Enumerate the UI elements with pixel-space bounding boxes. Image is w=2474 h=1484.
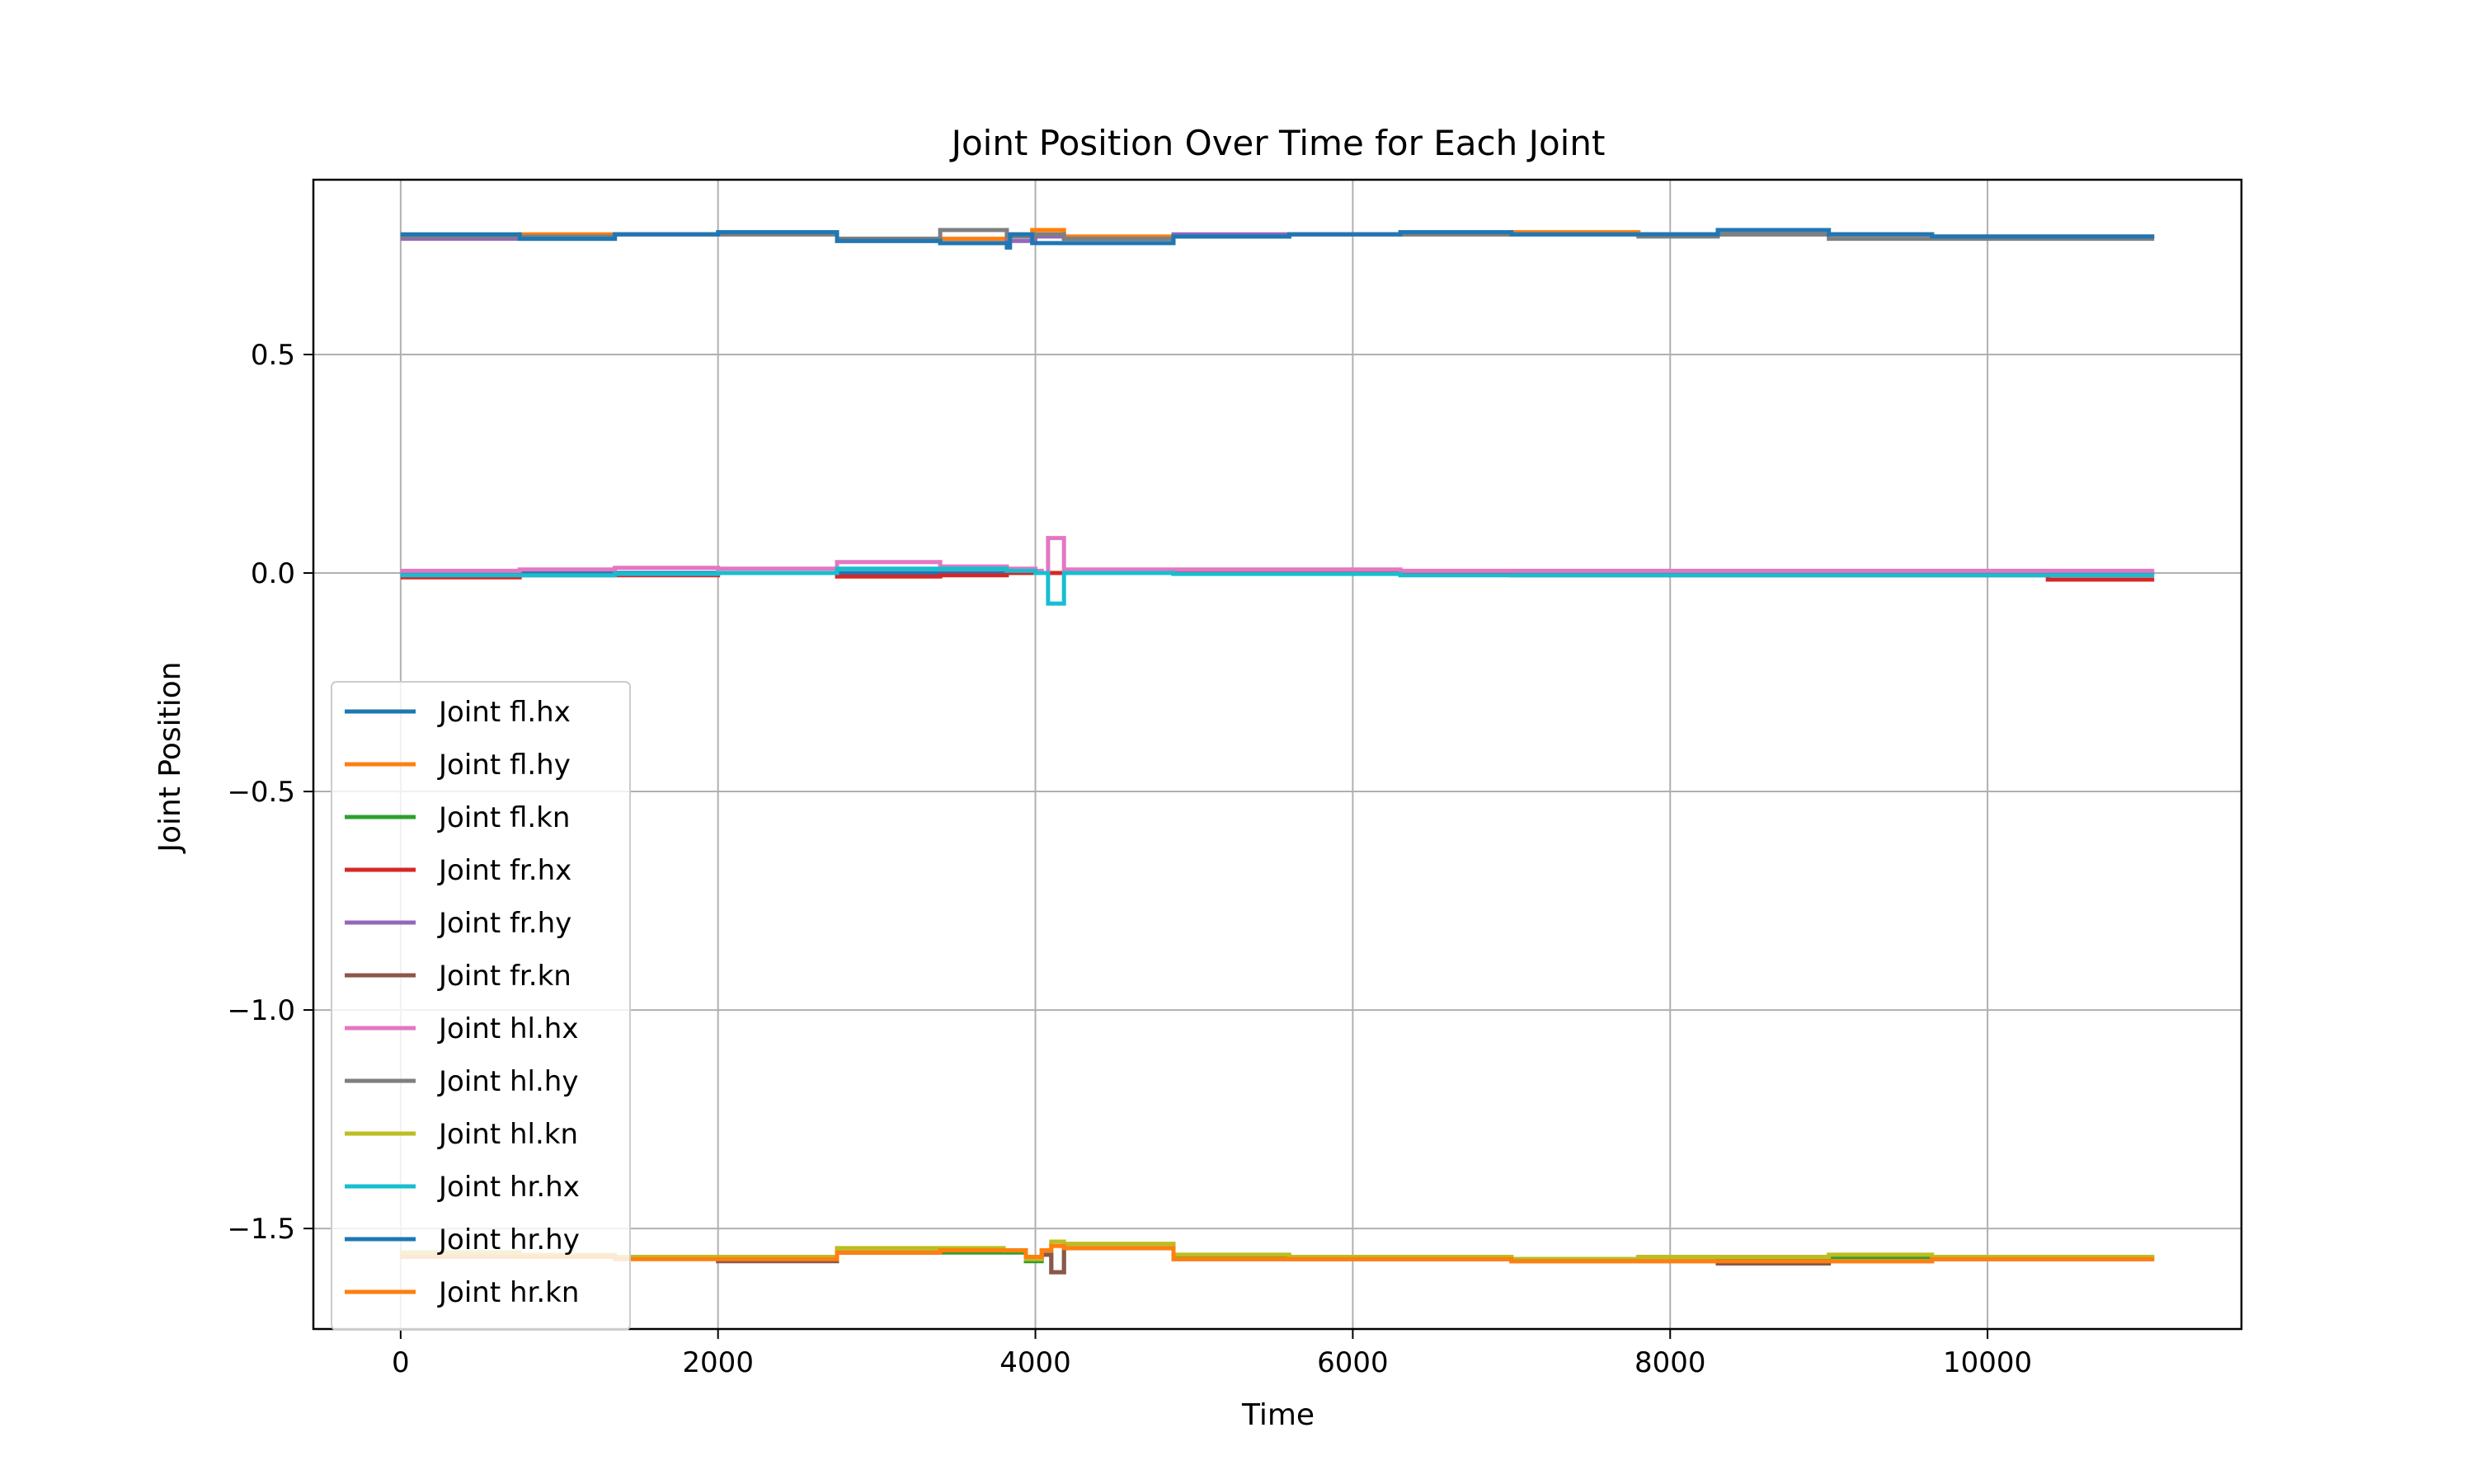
series-line-9 [400, 566, 2155, 606]
legend-label: Joint fl.hx [437, 696, 571, 729]
x-tick-label: 0 [392, 1346, 410, 1379]
y-tick-label: −0.5 [227, 776, 295, 809]
legend-label: Joint fl.kn [437, 801, 570, 834]
chart-title: Joint Position Over Time for Each Joint [949, 123, 1606, 163]
y-tick-label: −1.5 [227, 1213, 295, 1246]
y-axis-title: Joint Position [153, 661, 187, 853]
x-tick-label: 8000 [1634, 1346, 1706, 1379]
x-tick-label: 2000 [682, 1346, 754, 1379]
legend-label: Joint hr.kn [437, 1276, 579, 1309]
y-tick-label: −1.0 [227, 994, 295, 1027]
series-line-11 [400, 1243, 2155, 1264]
y-axis-ticks: 0.5 0.0 −0.5 −1.0 −1.5 [227, 339, 313, 1246]
legend-label: Joint fr.kn [437, 960, 571, 993]
legend-label: Joint hl.hx [437, 1012, 578, 1045]
x-axis-title: Time [1241, 1398, 1315, 1432]
legend-label: Joint fl.hy [437, 749, 571, 782]
legend-label: Joint fr.hx [437, 854, 571, 887]
legend: Joint fl.hx Joint fl.hy Joint fl.kn Joint f… [331, 681, 631, 1331]
plot-area-frame [312, 178, 2243, 1331]
x-tick-label: 6000 [1317, 1346, 1389, 1379]
x-axis-ticks: 0 2000 4000 6000 8000 10000 [392, 1329, 2032, 1379]
legend-label: Joint fr.hy [437, 907, 571, 940]
series-line-6 [400, 536, 2155, 575]
legend-label: Joint hl.hy [437, 1065, 578, 1098]
legend-label: Joint hr.hy [437, 1223, 580, 1256]
series-lines [400, 228, 2155, 1275]
legend-label: Joint hr.hx [437, 1171, 580, 1204]
x-tick-label: 10000 [1943, 1346, 2032, 1379]
x-tick-label: 4000 [999, 1346, 1071, 1379]
y-tick-label: 0.0 [251, 557, 295, 590]
grid-lines [313, 180, 2241, 1329]
series-line-10 [400, 228, 2155, 250]
series-line-8 [400, 1239, 2155, 1261]
y-tick-label: 0.5 [251, 339, 295, 372]
legend-label: Joint hl.kn [437, 1118, 578, 1151]
legend-box [331, 681, 631, 1331]
